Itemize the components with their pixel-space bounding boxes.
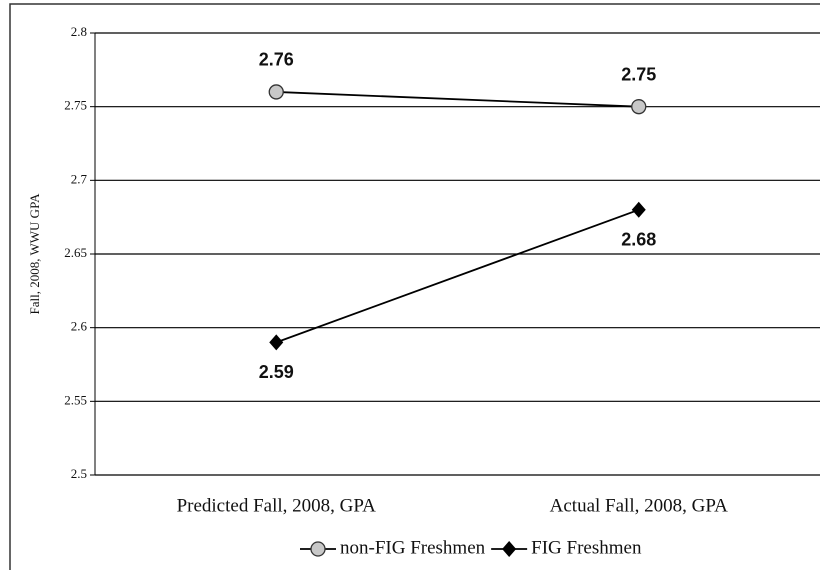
y-tick-label: 2.7 (71, 171, 88, 186)
data-label: 2.76 (259, 50, 294, 70)
y-tick-label: 2.6 (71, 319, 88, 334)
marker (631, 201, 646, 218)
legend-label: non-FIG Freshmen (340, 537, 486, 558)
marker (269, 334, 284, 351)
y-tick-label: 2.65 (64, 245, 87, 260)
marker (502, 541, 517, 557)
y-tick-label: 2.5 (71, 466, 87, 481)
legend-label: FIG Freshmen (531, 537, 642, 558)
data-label: 2.59 (259, 362, 294, 382)
y-tick-label: 2.8 (71, 24, 87, 39)
y-tick-label: 2.55 (64, 392, 87, 407)
data-label: 2.68 (621, 230, 656, 250)
marker (268, 84, 284, 100)
data-label: 2.75 (621, 64, 656, 84)
series-line (275, 208, 640, 344)
y-tick-label: 2.75 (64, 98, 87, 113)
series-line (276, 91, 639, 108)
marker (631, 99, 647, 115)
x-tick-label: Actual Fall, 2008, GPA (550, 495, 728, 516)
chart-border (9, 3, 820, 570)
y-axis-title: Fall, 2008, WWU GPA (27, 193, 42, 315)
marker (310, 541, 326, 557)
x-tick-label: Predicted Fall, 2008, GPA (177, 495, 377, 516)
